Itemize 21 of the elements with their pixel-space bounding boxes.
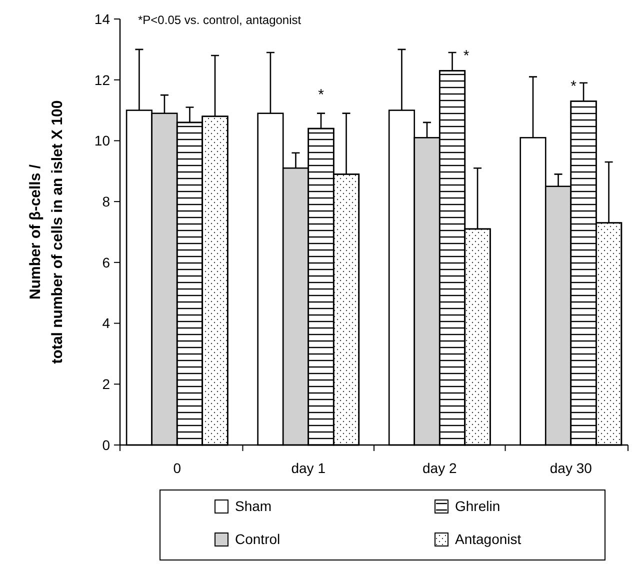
y-tick-label: 6 (102, 254, 110, 270)
y-tick-label: 8 (102, 193, 110, 210)
y-tick-label: 12 (94, 72, 110, 88)
y-tick-label: 4 (102, 315, 110, 332)
annotation: * (463, 47, 470, 64)
x-tick-label: day 1 (291, 460, 326, 476)
y-axis-title: Number of β-cells / total number of cells in an islet X 100 (27, 100, 66, 364)
y-tick-label: 14 (94, 10, 110, 27)
y-tick-label: 0 (102, 436, 110, 453)
legend-label: Ghrelin (455, 498, 500, 514)
x-tick-label: day 30 (550, 460, 592, 476)
x-tick-label: day 2 (422, 460, 457, 476)
y-tick-label: 2 (102, 376, 110, 392)
legend-label: Sham (235, 498, 272, 514)
y-tick-label: 10 (94, 132, 110, 149)
legend-label: Control (235, 530, 280, 547)
annotation: *P<0.05 vs. control, antagonist (138, 13, 302, 27)
legend-label: Antagonist (455, 530, 522, 547)
x-tick-label: 0 (173, 460, 182, 476)
annotation: * (570, 78, 577, 95)
annotation: * (318, 86, 324, 104)
